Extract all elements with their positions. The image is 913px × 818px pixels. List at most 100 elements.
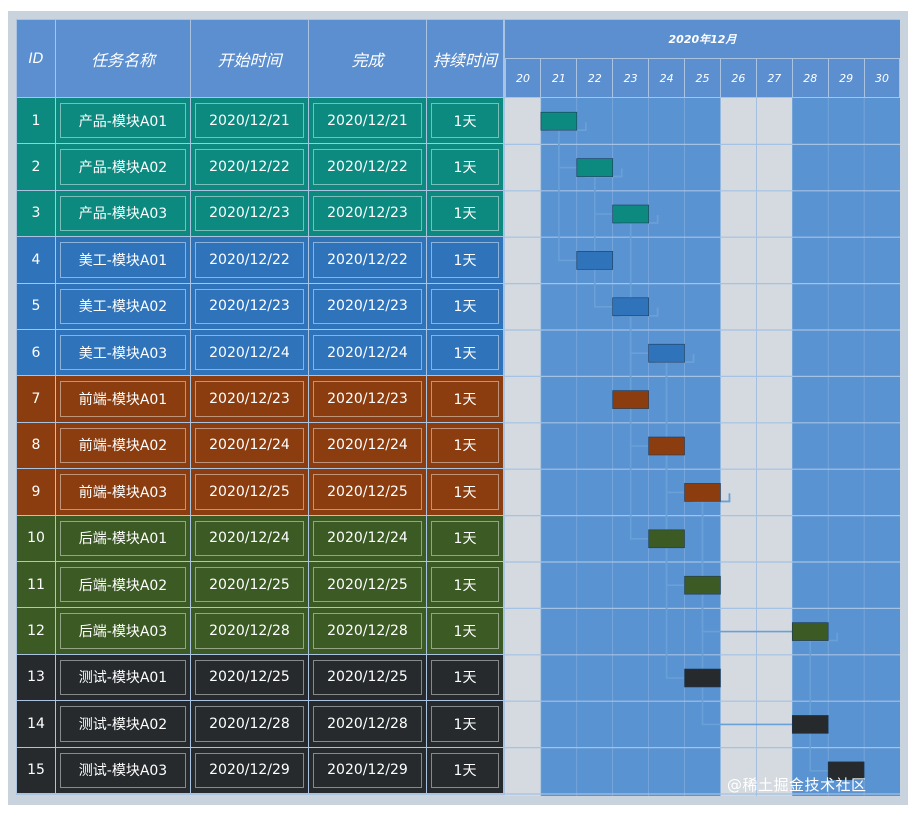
task-start-cell: 2020/12/24 bbox=[191, 515, 308, 561]
task-start-cell: 2020/12/24 bbox=[191, 422, 308, 469]
task-id-cell: 10 bbox=[17, 515, 55, 561]
task-start-cell: 2020/12/23 bbox=[191, 283, 308, 329]
task-duration-value: 1天 bbox=[431, 520, 499, 556]
task-duration-cell: 1天 bbox=[427, 190, 503, 237]
dependency-link bbox=[629, 315, 649, 540]
task-bar-4 bbox=[576, 251, 614, 270]
task-start-value: 2020/12/23 bbox=[195, 288, 304, 324]
task-name-cell: 产品-模块A01 bbox=[56, 98, 190, 144]
task-name-value: 后端-模块A02 bbox=[60, 567, 186, 603]
task-start-value: 2020/12/28 bbox=[195, 613, 304, 649]
task-start-value: 2020/12/25 bbox=[195, 474, 304, 510]
task-id-cell: 4 bbox=[17, 237, 55, 283]
task-name-value: 测试-模块A02 bbox=[60, 706, 186, 742]
task-name-value: 测试-模块A03 bbox=[60, 752, 186, 788]
task-id-cell: 13 bbox=[17, 654, 55, 701]
task-end-value: 2020/12/23 bbox=[313, 195, 422, 232]
task-name-cell: 后端-模块A03 bbox=[56, 608, 190, 654]
task-start-value: 2020/12/21 bbox=[195, 103, 304, 139]
day-column-27 bbox=[756, 98, 793, 796]
task-duration-cell: 1天 bbox=[427, 144, 503, 190]
task-duration-value: 1天 bbox=[431, 659, 499, 696]
task-name-value: 后端-模块A03 bbox=[60, 613, 186, 649]
task-duration-value: 1天 bbox=[431, 567, 499, 603]
task-duration-value: 1天 bbox=[431, 381, 499, 417]
day-column-26 bbox=[720, 98, 757, 796]
watermark: @稀土掘金技术社区 bbox=[727, 776, 867, 794]
task-duration-cell: 1天 bbox=[427, 562, 503, 608]
dependency-link bbox=[809, 640, 829, 772]
task-name-value: 美工-模块A03 bbox=[60, 335, 186, 371]
task-start-cell: 2020/12/24 bbox=[191, 330, 308, 376]
task-duration-value: 1天 bbox=[431, 103, 499, 139]
task-end-cell: 2020/12/23 bbox=[309, 190, 426, 237]
task-bar-5 bbox=[612, 297, 649, 317]
task-duration-value: 1天 bbox=[431, 474, 499, 510]
task-end-value: 2020/12/28 bbox=[313, 613, 422, 649]
task-name-cell: 前端-模块A03 bbox=[56, 469, 190, 515]
task-bar-1 bbox=[540, 111, 578, 131]
task-id-cell: 7 bbox=[17, 376, 55, 422]
task-name-value: 后端-模块A01 bbox=[60, 520, 186, 556]
dependency-link bbox=[665, 362, 685, 679]
task-start-value: 2020/12/22 bbox=[195, 149, 304, 185]
task-start-value: 2020/12/23 bbox=[195, 195, 304, 232]
task-end-value: 2020/12/25 bbox=[313, 567, 422, 603]
task-start-value: 2020/12/22 bbox=[195, 242, 304, 278]
task-bar-2 bbox=[576, 158, 614, 177]
task-name-cell: 测试-模块A01 bbox=[56, 654, 190, 701]
task-duration-cell: 1天 bbox=[427, 237, 503, 283]
day-column-29 bbox=[828, 98, 865, 796]
task-id-cell: 5 bbox=[17, 283, 55, 329]
task-id-cell: 8 bbox=[17, 422, 55, 469]
task-name-cell: 美工-模块A03 bbox=[56, 330, 190, 376]
task-start-value: 2020/12/24 bbox=[195, 335, 304, 371]
header-month: 2020年12月 bbox=[505, 20, 900, 58]
task-bar-9 bbox=[684, 483, 721, 502]
task-id-cell: 9 bbox=[17, 469, 55, 515]
header-end: 完成 bbox=[309, 20, 426, 97]
task-end-cell: 2020/12/25 bbox=[309, 469, 426, 515]
task-bar-14 bbox=[791, 715, 829, 734]
task-name-cell: 美工-模块A01 bbox=[56, 237, 190, 283]
task-name-value: 前端-模块A03 bbox=[60, 474, 186, 510]
task-end-value: 2020/12/25 bbox=[313, 659, 422, 696]
task-end-cell: 2020/12/28 bbox=[309, 608, 426, 654]
task-duration-cell: 1天 bbox=[427, 654, 503, 701]
task-start-cell: 2020/12/23 bbox=[191, 376, 308, 422]
task-start-value: 2020/12/24 bbox=[195, 427, 304, 464]
task-id-cell: 1 bbox=[17, 98, 55, 144]
task-end-cell: 2020/12/29 bbox=[309, 747, 426, 793]
task-start-value: 2020/12/28 bbox=[195, 706, 304, 742]
task-start-cell: 2020/12/28 bbox=[191, 701, 308, 747]
task-end-cell: 2020/12/23 bbox=[309, 283, 426, 329]
task-start-cell: 2020/12/22 bbox=[191, 144, 308, 190]
task-start-cell: 2020/12/25 bbox=[191, 562, 308, 608]
header-name: 任务名称 bbox=[56, 20, 190, 97]
task-bar-6 bbox=[648, 343, 685, 363]
header-day-26: 26 bbox=[720, 59, 756, 97]
task-start-cell: 2020/12/21 bbox=[191, 98, 308, 144]
task-start-cell: 2020/12/29 bbox=[191, 747, 308, 793]
task-duration-cell: 1天 bbox=[427, 701, 503, 747]
task-end-value: 2020/12/24 bbox=[313, 520, 422, 556]
task-start-cell: 2020/12/25 bbox=[191, 469, 308, 515]
task-bar-15 bbox=[827, 761, 865, 781]
task-end-cell: 2020/12/22 bbox=[309, 144, 426, 190]
task-duration-cell: 1天 bbox=[427, 330, 503, 376]
task-end-value: 2020/12/21 bbox=[313, 103, 422, 139]
task-end-value: 2020/12/24 bbox=[313, 427, 422, 464]
task-id-cell: 11 bbox=[17, 562, 55, 608]
header-day-24: 24 bbox=[649, 59, 685, 97]
task-name-cell: 前端-模块A01 bbox=[56, 376, 190, 422]
task-duration-value: 1天 bbox=[431, 242, 499, 278]
task-start-value: 2020/12/24 bbox=[195, 520, 304, 556]
task-start-value: 2020/12/29 bbox=[195, 752, 304, 788]
header-day-30: 30 bbox=[864, 59, 900, 97]
task-id-cell: 15 bbox=[17, 747, 55, 793]
task-bar-11 bbox=[684, 575, 721, 595]
task-bar-13 bbox=[684, 668, 721, 688]
task-duration-value: 1天 bbox=[431, 752, 499, 788]
header-day-20: 20 bbox=[505, 59, 541, 97]
dependency-link bbox=[558, 130, 577, 262]
